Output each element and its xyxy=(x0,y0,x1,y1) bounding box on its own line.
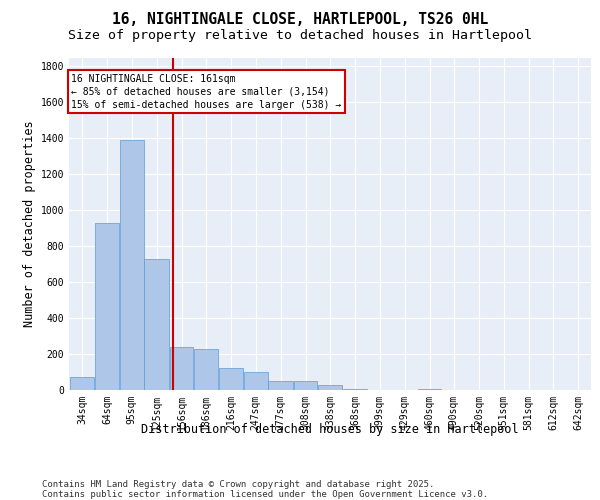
Bar xyxy=(145,259,169,390)
Text: Distribution of detached houses by size in Hartlepool: Distribution of detached houses by size … xyxy=(141,422,519,436)
Y-axis label: Number of detached properties: Number of detached properties xyxy=(23,120,37,327)
Text: 16 NIGHTINGALE CLOSE: 161sqm
← 85% of detached houses are smaller (3,154)
15% of: 16 NIGHTINGALE CLOSE: 161sqm ← 85% of de… xyxy=(71,74,341,110)
Bar xyxy=(70,376,94,390)
Bar xyxy=(194,348,218,390)
Text: Contains HM Land Registry data © Crown copyright and database right 2025.: Contains HM Land Registry data © Crown c… xyxy=(42,480,434,489)
Bar xyxy=(170,347,193,390)
Bar xyxy=(268,381,293,390)
Bar xyxy=(244,372,268,390)
Bar xyxy=(343,389,367,390)
Bar xyxy=(318,384,342,390)
Bar xyxy=(418,389,442,390)
Bar xyxy=(95,223,119,390)
Bar xyxy=(293,381,317,390)
Text: Size of property relative to detached houses in Hartlepool: Size of property relative to detached ho… xyxy=(68,29,532,42)
Text: Contains public sector information licensed under the Open Government Licence v3: Contains public sector information licen… xyxy=(42,490,488,499)
Bar xyxy=(120,140,143,390)
Text: 16, NIGHTINGALE CLOSE, HARTLEPOOL, TS26 0HL: 16, NIGHTINGALE CLOSE, HARTLEPOOL, TS26 … xyxy=(112,12,488,28)
Bar xyxy=(218,368,243,390)
